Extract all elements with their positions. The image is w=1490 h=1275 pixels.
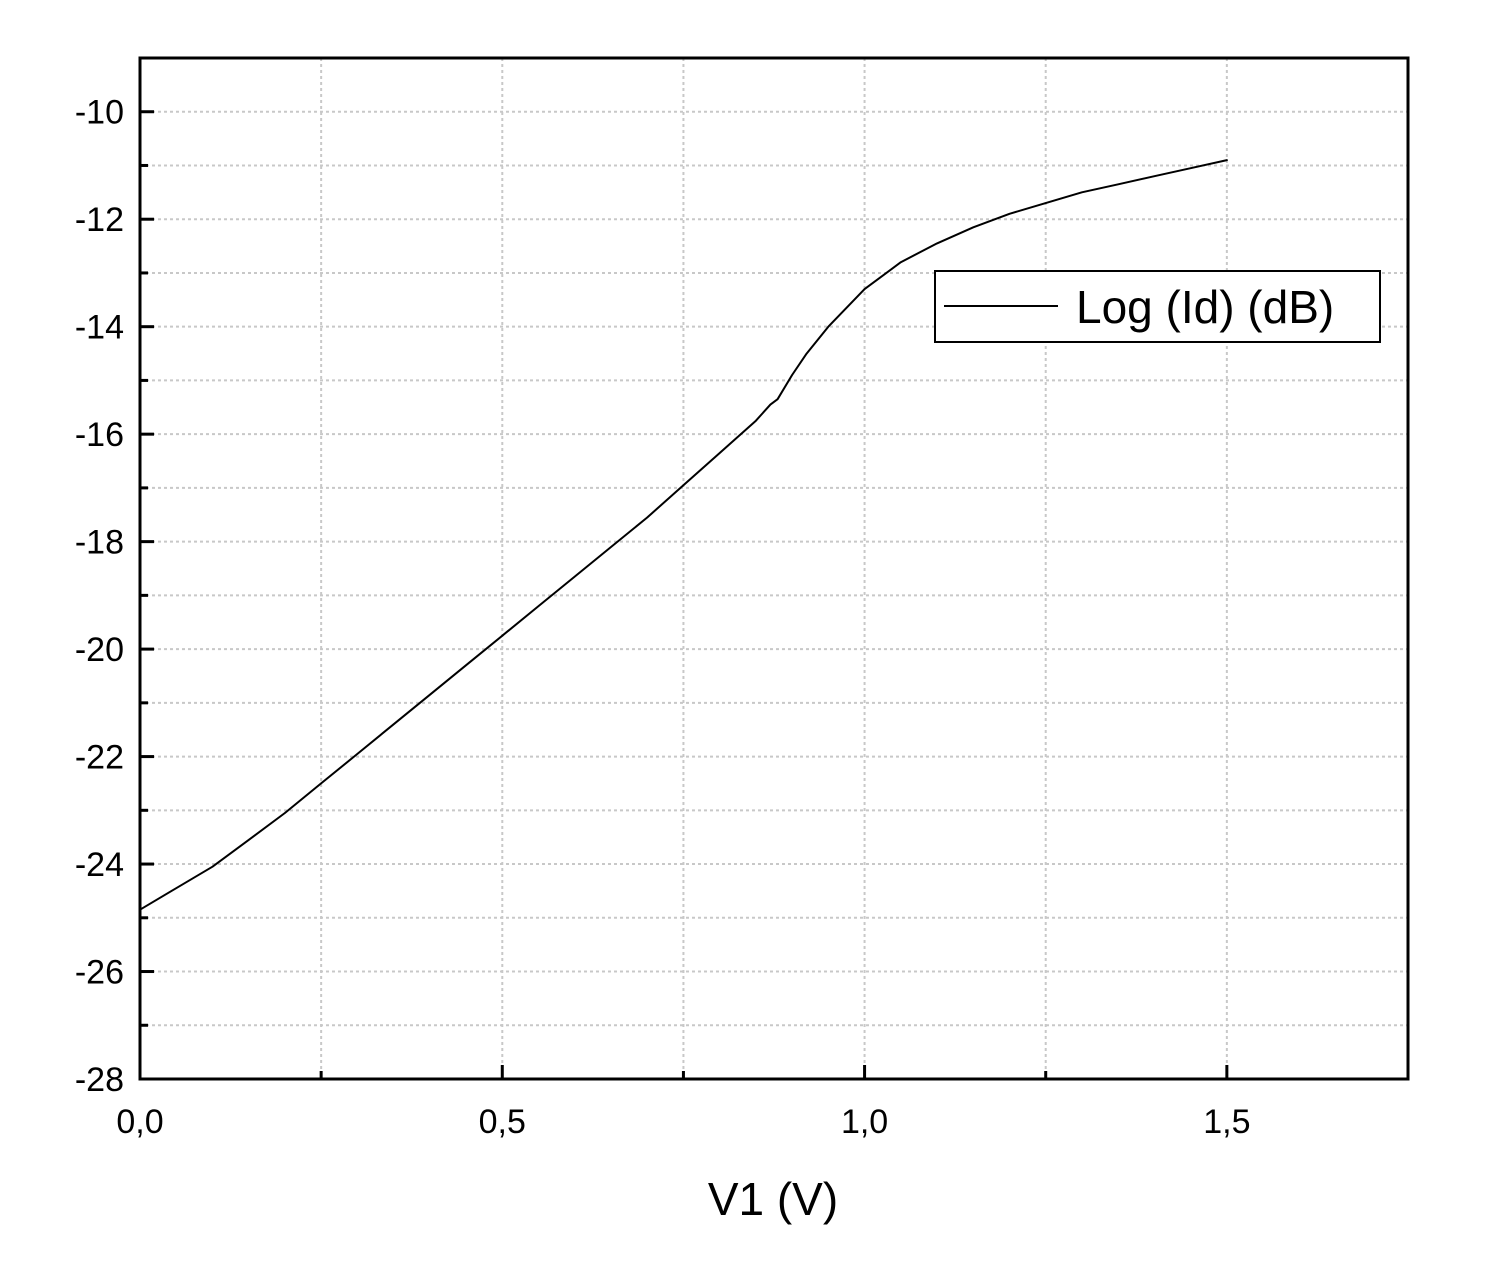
x-tick-label: 0,5 [479,1103,526,1141]
y-tick-label: -18 [75,524,124,562]
y-tick-label: -20 [75,631,124,669]
plot-frame [138,56,1410,1081]
x-tick-label: 1,0 [841,1103,888,1141]
y-tick-label: -14 [75,309,124,347]
y-tick-label: -12 [75,201,124,239]
y-tick-label: -26 [75,954,124,992]
y-tick-label: -24 [75,846,124,884]
x-axis-title: V1 (V) [708,1173,838,1225]
y-tick-label: -16 [75,416,124,454]
legend: Log (Id) (dB) [934,270,1381,343]
plot-area [139,159,1228,911]
y-tick-label: -28 [75,1061,124,1099]
legend-label: Log (Id) (dB) [1076,281,1334,333]
y-tick-label: -22 [75,739,124,777]
x-tick-label: 1,5 [1203,1103,1250,1141]
y-tick-label: -10 [75,94,124,132]
axis-ticks [138,110,1229,1081]
x-tick-label: 0,0 [116,1103,163,1141]
series-line [139,159,1228,911]
grid [140,58,1408,1079]
tick-labels: 0,0 0,5 1,0 1,5 -10 -12 -14 -16 -18 -20 -22 -24 -26 -… [75,94,1251,1141]
